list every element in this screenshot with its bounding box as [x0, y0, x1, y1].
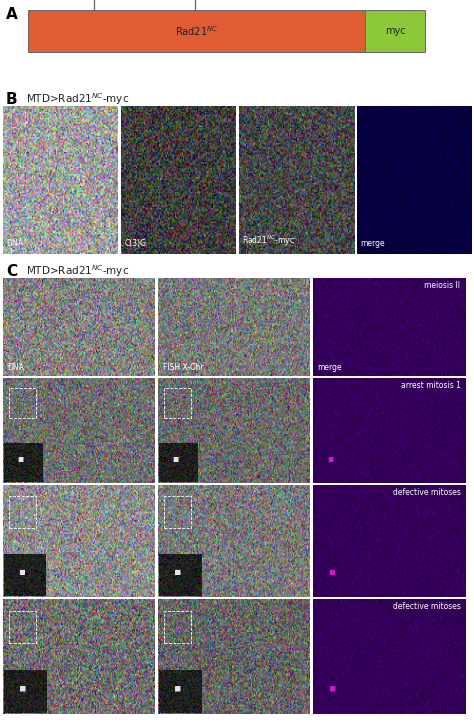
Text: C(3)G: C(3)G: [125, 239, 146, 248]
Text: DNA: DNA: [7, 239, 23, 248]
Text: DNA: DNA: [8, 363, 25, 372]
Bar: [164, 610, 191, 643]
Text: merge: merge: [360, 239, 385, 248]
Text: MTD>Rad21$^{NC}$-myc: MTD>Rad21$^{NC}$-myc: [26, 264, 129, 279]
Text: meiosis II: meiosis II: [424, 281, 460, 290]
Text: defective mitoses: defective mitoses: [392, 602, 460, 612]
Text: A: A: [6, 7, 18, 22]
Bar: [28, 10, 365, 52]
Bar: [164, 496, 191, 528]
Text: FISH X-Chr: FISH X-Chr: [163, 363, 203, 372]
Bar: [164, 388, 191, 418]
Text: C: C: [6, 264, 17, 278]
Text: myc: myc: [385, 26, 405, 36]
Text: B: B: [6, 92, 18, 106]
Text: MTD>Rad21$^{NC}$-myc: MTD>Rad21$^{NC}$-myc: [26, 92, 129, 108]
Text: merge: merge: [318, 363, 342, 372]
Bar: [9, 388, 36, 418]
Text: defective mitoses: defective mitoses: [392, 488, 460, 497]
Bar: [9, 610, 36, 643]
Text: Rad21$^{NC}$-myc: Rad21$^{NC}$-myc: [242, 234, 295, 248]
Text: Rad21$^{NC}$: Rad21$^{NC}$: [175, 24, 218, 38]
Bar: [9, 496, 36, 528]
Bar: [365, 10, 425, 52]
Text: arrest mitosis 1: arrest mitosis 1: [401, 381, 460, 390]
